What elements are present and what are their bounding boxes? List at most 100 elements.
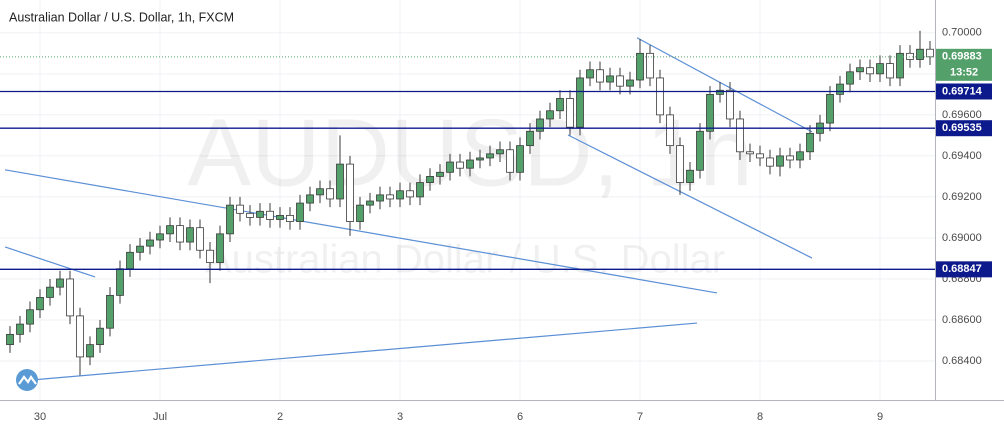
countdown: 13:52: [950, 67, 978, 79]
candle-body: [26, 309, 34, 325]
candle-body: [826, 93, 834, 124]
x-tick-label: 2: [277, 411, 283, 423]
candle-body: [536, 118, 544, 132]
candle-body: [396, 190, 404, 200]
candle-body: [306, 194, 314, 204]
candle-body: [586, 69, 594, 79]
candle-body: [856, 67, 864, 73]
candle-body: [796, 151, 804, 161]
candle-body: [106, 294, 114, 329]
x-tick-label: 30: [34, 411, 46, 423]
candle-body: [56, 278, 64, 288]
y-tick-label: 0.68600: [942, 314, 982, 326]
candle-body: [216, 233, 224, 263]
candle-body: [176, 225, 184, 243]
candle-body: [356, 204, 364, 222]
candle-body: [646, 52, 654, 79]
y-tick-label: 0.70000: [942, 27, 982, 39]
logo: [16, 369, 38, 391]
candle-body: [756, 153, 764, 159]
candle-body: [476, 157, 484, 161]
y-tick-label: 0.68400: [942, 355, 982, 367]
candle-body: [836, 83, 844, 95]
candle-body: [546, 110, 554, 120]
candle-body: [486, 153, 494, 159]
candle-body: [386, 194, 394, 200]
candle-body: [256, 210, 264, 218]
y-tick-label: 0.69600: [942, 109, 982, 121]
candle-body: [446, 161, 454, 173]
trend-line: [636, 37, 813, 133]
candle-body: [226, 204, 234, 235]
candle-body: [626, 79, 634, 87]
candle-body: [436, 171, 444, 177]
candle-body: [876, 63, 884, 75]
candle-body: [456, 161, 464, 169]
x-tick-label: 8: [757, 411, 763, 423]
plot: [0, 30, 935, 381]
candle-body: [146, 239, 154, 247]
candle-body: [116, 268, 124, 296]
candle-body: [706, 93, 714, 132]
chart-title: Australian Dollar / U.S. Dollar, 1h, FXC…: [9, 10, 234, 24]
candle-body: [636, 52, 644, 81]
candle-body: [136, 245, 144, 253]
last-price-tag: [936, 48, 992, 81]
level-tag: [936, 261, 992, 278]
candle-body: [496, 149, 504, 155]
candle-body: [46, 286, 54, 298]
candle-body: [286, 214, 294, 222]
candle-body: [746, 151, 754, 155]
candle-body: [766, 157, 774, 167]
candle-body: [736, 118, 744, 153]
candle-body: [76, 315, 84, 358]
watermark-name: Australian Dollar / U.S. Dollar: [205, 238, 725, 282]
grid: [0, 0, 935, 400]
candle-body: [426, 176, 434, 183]
candle-body: [236, 204, 244, 214]
candle-body: [16, 323, 24, 335]
candle-body: [846, 71, 854, 85]
candle-body: [886, 63, 894, 79]
candle-body: [616, 75, 624, 87]
candle-body: [676, 145, 684, 183]
trend-line: [4, 169, 718, 294]
candle-body: [66, 278, 74, 317]
candle-body: [96, 327, 104, 346]
candle-body: [346, 163, 354, 222]
candle-body: [376, 194, 384, 202]
candle-body: [516, 145, 524, 173]
candle-body: [166, 225, 174, 235]
candle-body: [656, 77, 664, 116]
trend-line: [4, 246, 96, 278]
candle-body: [786, 155, 794, 161]
candle-body: [716, 89, 724, 95]
y-tick-label: 0.69000: [942, 232, 982, 244]
candle-body: [806, 132, 814, 153]
candle-body: [506, 149, 514, 173]
x-tick-label: 6: [517, 411, 523, 423]
candle-body: [36, 297, 44, 311]
level-tag: [936, 120, 992, 137]
candle-body: [566, 98, 574, 128]
candle-body: [366, 200, 374, 206]
candle-body: [726, 89, 734, 120]
candle-body: [336, 163, 344, 200]
candle-body: [416, 182, 424, 198]
candle-body: [196, 227, 204, 251]
candle-body: [296, 202, 304, 222]
candle-body: [916, 48, 924, 60]
last-price-label: 0.69883: [942, 51, 982, 63]
y-tick-label: 0.69200: [942, 191, 982, 203]
candle-body: [406, 190, 414, 198]
x-tick-label: 7: [637, 411, 643, 423]
candle-body: [6, 333, 14, 346]
candle-body: [576, 77, 584, 128]
candle-body: [326, 188, 334, 200]
candle-body: [866, 67, 874, 75]
trend-line: [29, 322, 698, 381]
candle-body: [556, 98, 564, 112]
candle-body: [666, 114, 674, 147]
